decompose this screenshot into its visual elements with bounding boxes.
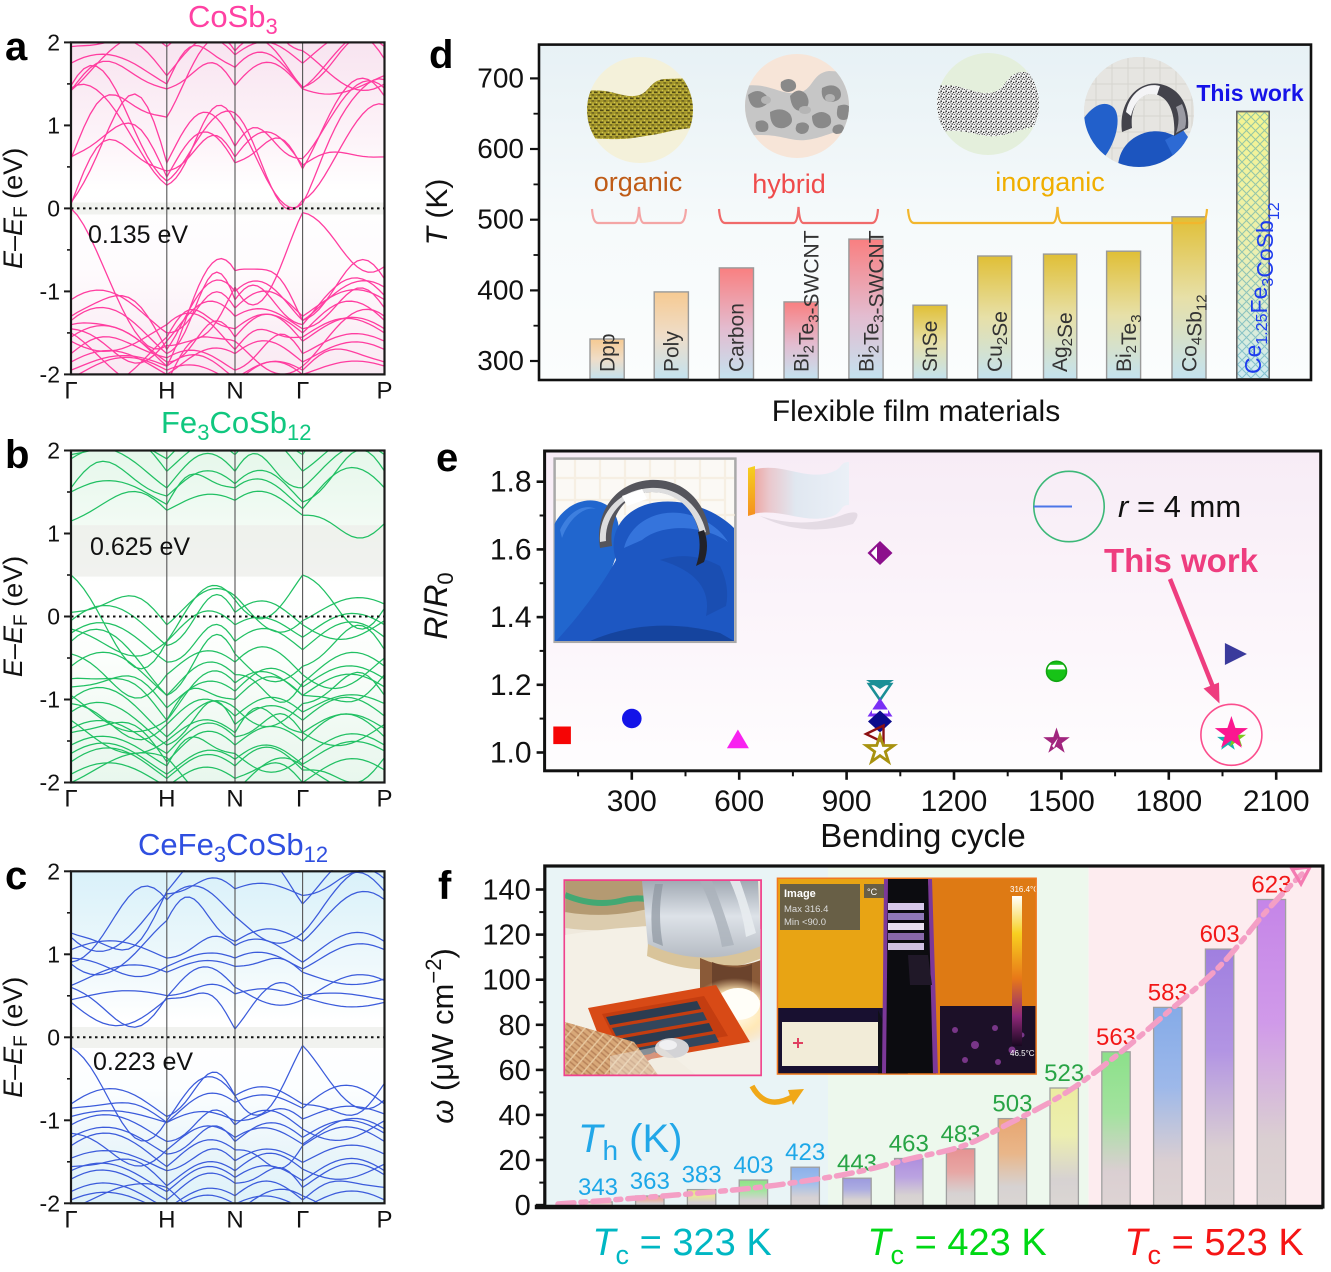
svg-text:120: 120 bbox=[482, 920, 530, 952]
svg-text:P: P bbox=[376, 1206, 392, 1233]
svg-text:This work: This work bbox=[1196, 80, 1304, 106]
svg-text:700: 700 bbox=[477, 62, 524, 93]
svg-text:900: 900 bbox=[822, 785, 872, 818]
svg-text:600: 600 bbox=[714, 785, 764, 818]
svg-text:a: a bbox=[5, 25, 28, 69]
svg-text:80: 80 bbox=[499, 1010, 531, 1042]
svg-text:Tc = 323 K: Tc = 323 K bbox=[592, 1222, 771, 1270]
svg-text:CeFe3CoSb12: CeFe3CoSb12 bbox=[138, 827, 328, 867]
svg-text:Poly: Poly bbox=[661, 331, 684, 372]
svg-text:403: 403 bbox=[733, 1152, 773, 1179]
svg-text:100: 100 bbox=[482, 965, 530, 997]
svg-text:140: 140 bbox=[482, 875, 530, 907]
svg-text:60: 60 bbox=[499, 1055, 531, 1087]
svg-text:423: 423 bbox=[785, 1139, 825, 1166]
svg-text:This work: This work bbox=[1104, 542, 1259, 579]
svg-text:1800: 1800 bbox=[1135, 785, 1202, 818]
svg-text:Γ: Γ bbox=[296, 786, 309, 813]
svg-text:P: P bbox=[376, 786, 392, 813]
svg-text:organic: organic bbox=[594, 167, 683, 197]
svg-text:1: 1 bbox=[47, 112, 60, 138]
svg-text:2100: 2100 bbox=[1243, 785, 1310, 818]
svg-text:603: 603 bbox=[1200, 921, 1240, 948]
svg-text:Image: Image bbox=[784, 888, 816, 900]
svg-text:Fe3CoSb12: Fe3CoSb12 bbox=[161, 405, 311, 445]
svg-text:Tc = 523 K: Tc = 523 K bbox=[1124, 1222, 1303, 1270]
svg-text:0: 0 bbox=[47, 195, 60, 221]
svg-text:f: f bbox=[438, 864, 452, 908]
svg-text:0.223 eV: 0.223 eV bbox=[93, 1048, 193, 1076]
svg-text:500: 500 bbox=[477, 204, 524, 235]
svg-text:20: 20 bbox=[499, 1145, 531, 1177]
svg-text:343: 343 bbox=[578, 1174, 618, 1201]
svg-text:N: N bbox=[226, 377, 243, 404]
svg-text:316.4°C: 316.4°C bbox=[1010, 885, 1039, 894]
svg-text:1.6: 1.6 bbox=[490, 533, 532, 566]
svg-text:Max 316.4: Max 316.4 bbox=[784, 904, 828, 915]
svg-text:H: H bbox=[158, 1206, 175, 1233]
svg-text:Bending cycle: Bending cycle bbox=[820, 817, 1025, 854]
svg-text:363: 363 bbox=[630, 1168, 670, 1195]
svg-text:Γ: Γ bbox=[296, 1206, 309, 1233]
svg-text:N: N bbox=[226, 786, 243, 813]
svg-text:-2: -2 bbox=[40, 361, 60, 387]
svg-text:-1: -1 bbox=[40, 278, 60, 304]
svg-text:Tc = 423 K: Tc = 423 K bbox=[867, 1222, 1046, 1270]
svg-text:-1: -1 bbox=[40, 1107, 60, 1133]
svg-text:623: 623 bbox=[1251, 872, 1291, 899]
svg-text:N: N bbox=[226, 1206, 243, 1233]
svg-text:Γ: Γ bbox=[296, 377, 309, 404]
svg-text:0: 0 bbox=[47, 1024, 60, 1050]
svg-text:1: 1 bbox=[47, 941, 60, 967]
svg-text:e: e bbox=[436, 436, 458, 480]
svg-text:H: H bbox=[158, 786, 175, 813]
svg-text:H: H bbox=[158, 377, 175, 404]
svg-text:0: 0 bbox=[515, 1190, 531, 1222]
svg-text:1.8: 1.8 bbox=[490, 466, 532, 499]
svg-text:0.135 eV: 0.135 eV bbox=[88, 221, 188, 249]
svg-text:1500: 1500 bbox=[1028, 785, 1095, 818]
svg-text:1200: 1200 bbox=[921, 785, 988, 818]
svg-text:600: 600 bbox=[477, 133, 524, 164]
svg-text:-1: -1 bbox=[40, 687, 60, 713]
svg-text:-2: -2 bbox=[40, 1190, 60, 1216]
svg-text:2: 2 bbox=[47, 29, 60, 55]
svg-text:0.625 eV: 0.625 eV bbox=[90, 533, 190, 561]
svg-text:1.4: 1.4 bbox=[490, 601, 532, 634]
svg-text:300: 300 bbox=[477, 345, 524, 376]
svg-text:1.0: 1.0 bbox=[490, 737, 532, 770]
svg-text:Γ: Γ bbox=[64, 1206, 77, 1233]
svg-text:hybrid: hybrid bbox=[752, 169, 826, 199]
svg-text:Flexible film materials: Flexible film materials bbox=[772, 395, 1060, 428]
svg-text:46.5°C: 46.5°C bbox=[1010, 1049, 1035, 1058]
svg-text:2: 2 bbox=[47, 438, 60, 464]
svg-text:T (K): T (K) bbox=[421, 179, 454, 246]
svg-text:P: P bbox=[376, 377, 392, 404]
svg-text:E–EF (eV): E–EF (eV) bbox=[0, 556, 32, 677]
svg-text:CoSb3: CoSb3 bbox=[188, 0, 278, 39]
svg-text:Γ: Γ bbox=[64, 786, 77, 813]
svg-text:c: c bbox=[5, 854, 27, 898]
svg-text:1.2: 1.2 bbox=[490, 669, 532, 702]
svg-text:400: 400 bbox=[477, 274, 524, 305]
svg-text:Th (K): Th (K) bbox=[578, 1117, 682, 1166]
svg-text:r = 4 mm: r = 4 mm bbox=[1118, 489, 1241, 524]
svg-text:463: 463 bbox=[889, 1131, 929, 1158]
svg-text:b: b bbox=[5, 433, 29, 477]
svg-text:0: 0 bbox=[47, 604, 60, 630]
svg-text:Min <90.0: Min <90.0 bbox=[784, 917, 826, 928]
svg-text:Dpp: Dpp bbox=[597, 333, 620, 372]
svg-text:d: d bbox=[429, 33, 453, 77]
svg-text:1: 1 bbox=[47, 521, 60, 547]
svg-text:-2: -2 bbox=[40, 770, 60, 796]
svg-text:SnSe: SnSe bbox=[919, 321, 942, 372]
svg-text:300: 300 bbox=[607, 785, 657, 818]
svg-text:2: 2 bbox=[47, 858, 60, 884]
svg-text:Γ: Γ bbox=[64, 377, 77, 404]
svg-text:40: 40 bbox=[499, 1100, 531, 1132]
svg-text:Carbon: Carbon bbox=[726, 303, 749, 372]
svg-text:inorganic: inorganic bbox=[995, 167, 1105, 197]
svg-text:383: 383 bbox=[682, 1162, 722, 1189]
svg-text:°C: °C bbox=[867, 887, 878, 897]
